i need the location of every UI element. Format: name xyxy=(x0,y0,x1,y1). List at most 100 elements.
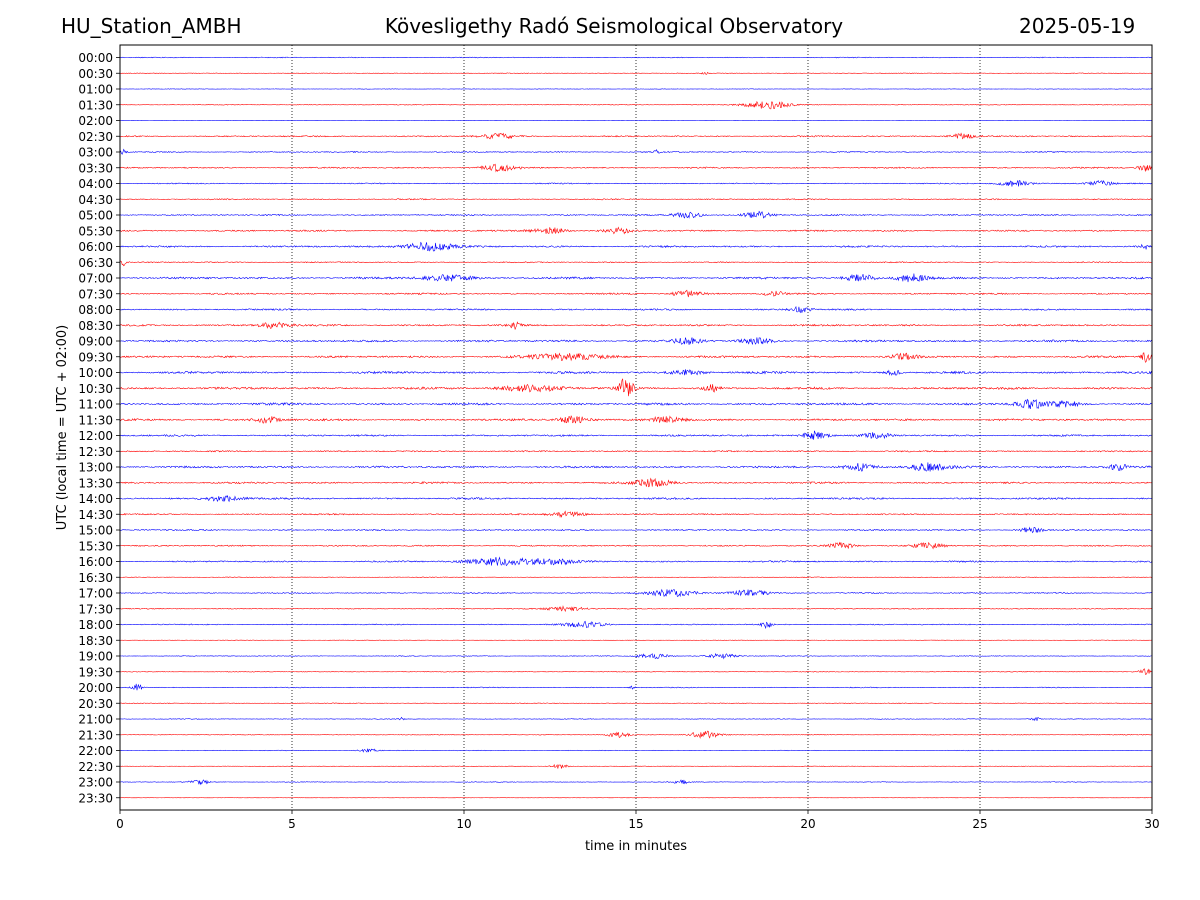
y-tick-label: 04:00 xyxy=(78,177,113,191)
y-tick-label: 08:00 xyxy=(78,303,113,317)
trace-0230 xyxy=(119,132,1153,140)
trace-2300 xyxy=(119,779,1153,786)
y-tick-label: 13:30 xyxy=(78,476,113,490)
vertical-gridlines xyxy=(291,45,981,810)
y-tick-label: 18:00 xyxy=(78,618,113,632)
y-tick-label: 11:30 xyxy=(78,413,113,427)
station-name: HU_Station_AMBH xyxy=(61,14,242,38)
trace-0330 xyxy=(119,163,1153,173)
x-tick-label: 10 xyxy=(456,817,471,831)
y-tick-label: 19:30 xyxy=(78,665,113,679)
y-tick-label: 21:00 xyxy=(78,713,113,727)
y-tick-label: 22:30 xyxy=(78,760,113,774)
trace-2130 xyxy=(119,730,1153,739)
y-tick-label: 06:00 xyxy=(78,240,113,254)
y-tick-label: 23:00 xyxy=(78,776,113,790)
trace-1130 xyxy=(119,415,1152,424)
y-tick-label: 05:00 xyxy=(78,209,113,223)
trace-0900 xyxy=(119,337,1153,345)
y-tick-label: 15:30 xyxy=(78,539,113,553)
x-tick-label: 15 xyxy=(628,817,643,831)
trace-1230 xyxy=(119,450,1153,453)
trace-2030 xyxy=(119,702,1153,704)
x-tick-label: 25 xyxy=(972,817,987,831)
trace-1900 xyxy=(119,652,1153,660)
trace-0700 xyxy=(119,273,1153,283)
trace-1500 xyxy=(119,526,1153,534)
y-tick-label: 12:30 xyxy=(78,445,113,459)
y-tick-label: 19:00 xyxy=(78,650,113,664)
y-tick-label: 17:30 xyxy=(78,602,113,616)
trace-0130 xyxy=(119,100,1153,110)
y-tick-label: 07:00 xyxy=(78,272,113,286)
trace-1630 xyxy=(119,576,1153,578)
y-tick-label: 00:30 xyxy=(78,67,113,81)
trace-1600 xyxy=(119,556,1153,567)
y-tick-label: 06:30 xyxy=(78,256,113,270)
trace-0530 xyxy=(119,226,1153,235)
y-tick-label: 20:00 xyxy=(78,681,113,695)
y-tick-label: 02:30 xyxy=(78,130,113,144)
y-tick-label: 01:00 xyxy=(78,83,113,97)
y-tick-label: 09:00 xyxy=(78,335,113,349)
y-tick-label: 16:30 xyxy=(78,571,113,585)
trace-1930 xyxy=(119,668,1153,675)
y-tick-label: 08:30 xyxy=(78,319,113,333)
y-tick-label: 17:00 xyxy=(78,587,113,601)
y-tick-label: 10:30 xyxy=(78,382,113,396)
record-date: 2025-05-19 xyxy=(1019,14,1136,38)
y-tick-label: 01:30 xyxy=(78,98,113,112)
x-tick-label: 0 xyxy=(116,817,124,831)
observatory-title: Kövesligethy Radó Seismological Observat… xyxy=(384,14,844,38)
y-tick-label: 07:30 xyxy=(78,287,113,301)
x-tick-label: 30 xyxy=(1144,817,1159,831)
y-tick-label: 04:30 xyxy=(78,193,113,207)
trace-1030 xyxy=(119,378,1153,397)
trace-2200 xyxy=(119,748,1153,753)
trace-1300 xyxy=(119,462,1153,472)
y-tick-label: 16:00 xyxy=(78,555,113,569)
trace-0500 xyxy=(119,210,1153,219)
trace-0600 xyxy=(119,241,1153,252)
trace-1100 xyxy=(119,398,1153,409)
trace-0630 xyxy=(119,260,1153,267)
y-tick-label: 09:30 xyxy=(78,350,113,364)
trace-1530 xyxy=(119,541,1153,550)
trace-1200 xyxy=(119,430,1153,440)
x-axis-label: time in minutes xyxy=(585,839,687,854)
y-tick-label: 23:30 xyxy=(78,791,113,805)
y-tick-label: 10:00 xyxy=(78,366,113,380)
y-tick-label: 21:30 xyxy=(78,728,113,742)
y-tick-label: 20:30 xyxy=(78,697,113,711)
y-tick-label: 11:00 xyxy=(78,398,113,412)
y-tick-label: 02:00 xyxy=(78,114,113,128)
y-tick-label: 14:00 xyxy=(78,492,113,506)
y-tick-label: 13:00 xyxy=(78,461,113,475)
y-tick-label: 03:30 xyxy=(78,161,113,175)
y-tick-label: 12:00 xyxy=(78,429,113,443)
y-tick-label: 00:00 xyxy=(78,51,113,65)
trace-0030 xyxy=(119,71,1153,75)
y-tick-label: 22:00 xyxy=(78,744,113,758)
trace-1000 xyxy=(119,369,1153,376)
y-axis-label: UTC (local time = UTC + 02:00) xyxy=(55,325,70,530)
trace-0300 xyxy=(119,148,1153,155)
y-tick-label: 05:30 xyxy=(78,224,113,238)
trace-0730 xyxy=(119,289,1153,298)
x-axis-ticks: 0 5 10 15 20 25 30 xyxy=(116,810,1160,831)
trace-1330 xyxy=(119,477,1153,488)
trace-2100 xyxy=(119,716,1153,722)
x-tick-label: 20 xyxy=(800,817,815,831)
trace-0800 xyxy=(119,305,1153,314)
trace-0000 xyxy=(119,56,1153,59)
trace-0930 xyxy=(119,352,1153,363)
y-tick-label: 18:30 xyxy=(78,634,113,648)
x-tick-label: 5 xyxy=(288,817,296,831)
y-tick-label: 14:30 xyxy=(78,508,113,522)
trace-2230 xyxy=(119,763,1153,769)
trace-1800 xyxy=(119,620,1153,630)
trace-2000 xyxy=(119,683,1153,691)
seismogram-traces xyxy=(119,56,1153,799)
trace-0400 xyxy=(119,179,1153,187)
